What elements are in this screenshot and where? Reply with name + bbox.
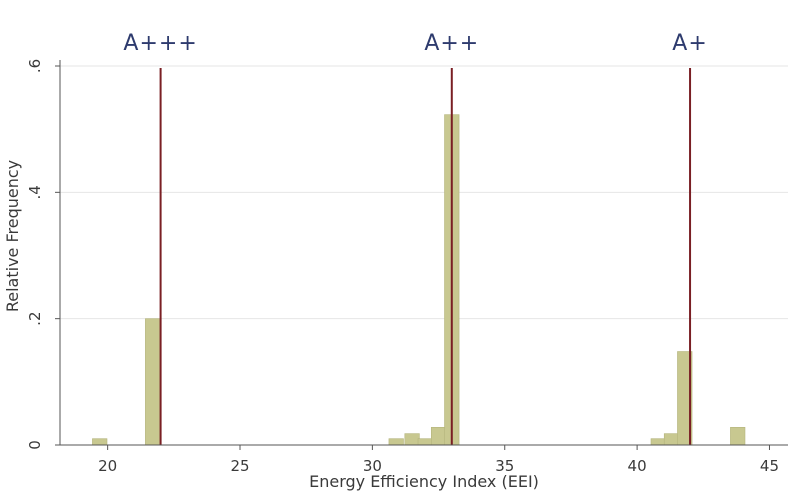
histogram-bar: [417, 438, 433, 446]
histogram-bar: [388, 438, 404, 446]
y-tick-label: .2: [26, 312, 44, 326]
threshold-layer: [159, 68, 692, 445]
x-tick-label: 35: [495, 457, 514, 475]
class-label: A+: [672, 31, 707, 56]
histogram-bar: [430, 427, 447, 446]
y-tick-label: 0: [26, 440, 44, 450]
histogram-bar: [650, 438, 666, 446]
histogram-bar: [730, 427, 746, 446]
bar-layer: [92, 114, 746, 446]
x-tick-label: 30: [363, 457, 382, 475]
axis-layer: [59, 60, 788, 446]
x-axis-title: Energy Efficiency Index (EEI): [309, 472, 539, 491]
x-tick-label: 40: [628, 457, 647, 475]
x-tick-label: 20: [98, 457, 117, 475]
x-tick-label: 45: [760, 457, 779, 475]
histogram-bar: [145, 318, 161, 446]
x-tick-label: 25: [230, 457, 249, 475]
tick-layer: 20 25 30 35 40 45 0 .2 .4 .6: [26, 59, 779, 475]
histogram-bar: [404, 433, 420, 446]
y-axis-title: Relative Frequency: [3, 160, 22, 312]
y-tick-label: .4: [26, 185, 44, 199]
histogram-bar: [663, 433, 680, 446]
class-label: A++: [424, 31, 479, 56]
histogram-bar: [92, 438, 108, 446]
y-tick-label: .6: [26, 59, 44, 73]
grid-layer: [60, 65, 788, 320]
class-label-layer: A+++ A++ A+: [123, 31, 707, 56]
class-label: A+++: [123, 31, 197, 56]
